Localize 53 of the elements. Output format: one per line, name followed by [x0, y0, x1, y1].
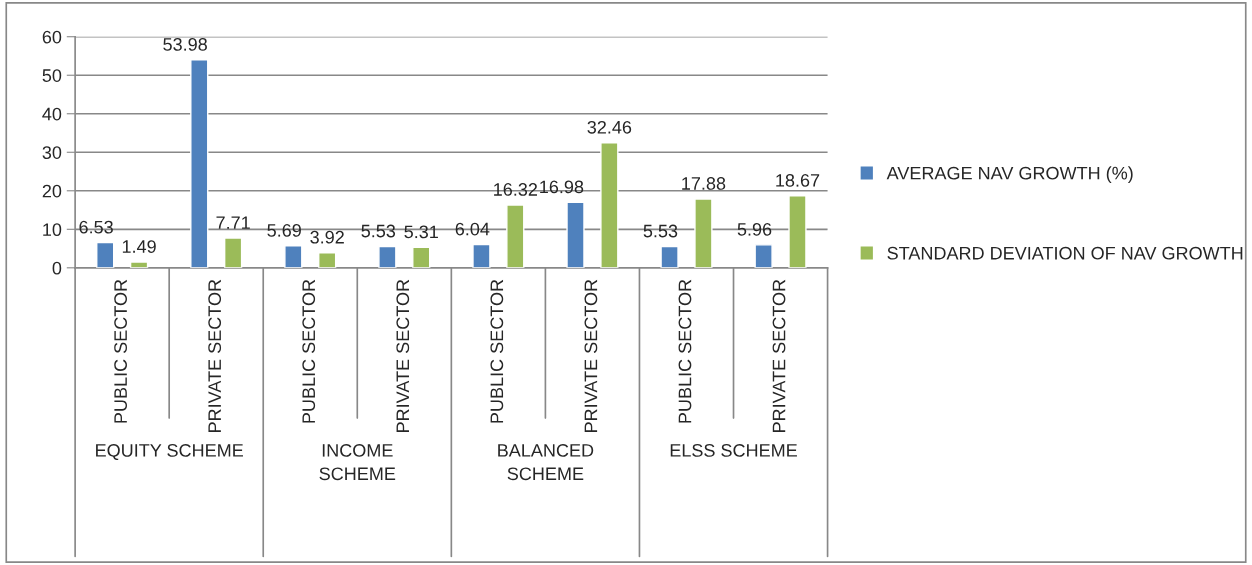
data-label: 16.32 [494, 183, 537, 196]
y-tick-label: 50 [42, 69, 62, 82]
bar [566, 201, 585, 268]
bar [472, 243, 491, 268]
bar [754, 244, 773, 268]
y-tick-label: 30 [42, 146, 62, 159]
text: INCOME SCHEME [319, 444, 396, 481]
data-label: 5.53 [361, 224, 396, 238]
data-label: 5.31 [404, 225, 438, 239]
y-tick-label: 10 [43, 223, 62, 237]
x-tick-label: PUBLIC SECTOR [678, 279, 692, 423]
y-tick-label: 40 [42, 107, 62, 121]
x-tick-label: PRIVATE SECTOR [396, 279, 410, 432]
x-tick-label: PUBLIC SECTOR [302, 279, 316, 423]
bar [788, 195, 807, 268]
bar [660, 245, 679, 268]
x-tick-label: PUBLIC SECTOR [490, 279, 504, 423]
bar [694, 198, 713, 268]
data-label: 6.53 [79, 220, 113, 234]
data-label: 17.88 [682, 177, 726, 190]
x-tick-label: PRIVATE SECTOR [584, 279, 598, 432]
data-label: 5.69 [267, 223, 301, 237]
bar [378, 245, 397, 268]
data-label: 32.46 [587, 120, 632, 134]
data-label: 3.92 [310, 230, 344, 244]
data-label: 5.53 [643, 224, 678, 238]
bar [190, 59, 209, 268]
legend-label: AVERAGE NAV GROWTH (%) [886, 166, 1133, 184]
data-label: 18.67 [776, 173, 820, 187]
bar [600, 142, 619, 268]
bar [129, 261, 149, 268]
bar [96, 241, 115, 268]
x-tick-label: PRIVATE SECTOR [772, 279, 786, 432]
data-label: 16.98 [540, 180, 584, 194]
data-label: 7.71 [216, 216, 250, 229]
bar [284, 245, 303, 268]
bar [412, 246, 431, 268]
bar [506, 204, 525, 268]
bar [223, 237, 243, 268]
data-label: 6.04 [455, 222, 490, 236]
text: ELSS SCHEME [670, 444, 797, 457]
y-tick-label: 60 [42, 30, 62, 44]
x-tick-label: PUBLIC SECTOR [114, 279, 127, 423]
text: EQUITY SCHEME [96, 444, 243, 461]
y-tick-label: 0 [52, 261, 62, 275]
x-tick-label: PRIVATE SECTOR [208, 279, 222, 432]
legend-label: STANDARD DEVIATION OF NAV GROWTH [887, 246, 1243, 260]
bar [318, 252, 337, 268]
y-tick-label: 20 [42, 184, 62, 198]
data-label: 5.96 [737, 222, 772, 236]
data-label: 1.49 [122, 240, 156, 253]
data-label: 53.98 [163, 38, 207, 51]
text: BALANCED SCHEME [498, 444, 594, 481]
